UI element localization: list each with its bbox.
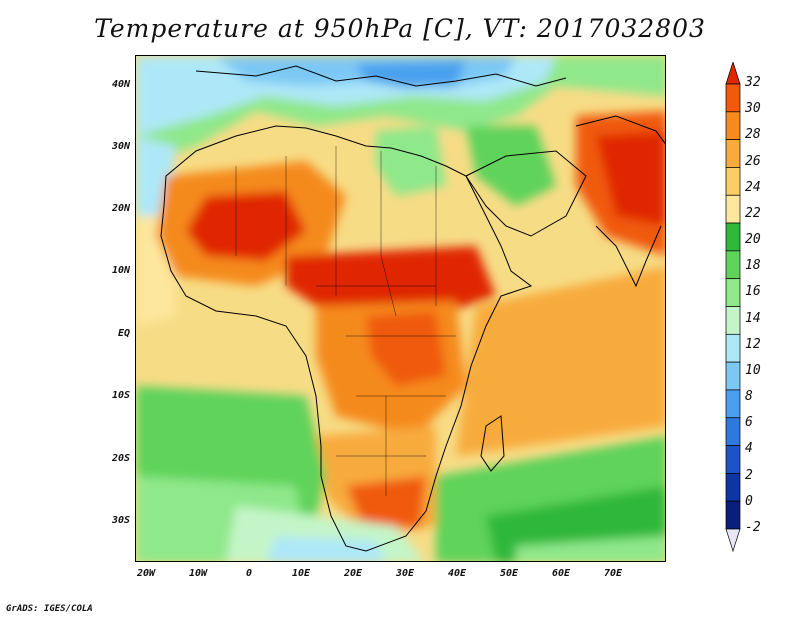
colorbar-swatch (725, 222, 741, 252)
colorbar-label: -2 (745, 520, 761, 535)
colorbar-label: 2 (745, 467, 753, 483)
lat-label-10n: 10N (111, 265, 130, 276)
colorbar-swatch (725, 361, 741, 391)
colorbar-swatch (725, 445, 741, 474)
colorbar-swatch (725, 473, 741, 502)
colorbar-swatch (725, 83, 741, 113)
lon-label-30e: 30E (395, 568, 415, 579)
map-title: Temperature at 950hPa [C], VT: 201703280… (94, 14, 706, 43)
colorbar (725, 60, 741, 566)
colorbar-swatch (725, 500, 741, 530)
lon-label-10w: 10W (188, 568, 208, 579)
colorbar-swatch (725, 278, 741, 307)
colorbar-label: 18 (745, 258, 761, 274)
colorbar-label: 32 (745, 75, 761, 90)
colorbar-bottom-arrow (725, 528, 741, 553)
lat-label-30n: 30N (111, 141, 130, 152)
lat-label-eq: EQ (117, 328, 130, 339)
colorbar-swatch (725, 167, 741, 196)
lon-label-20e: 20E (343, 568, 363, 579)
lat-label-10s: 10S (111, 390, 130, 401)
lon-label-20w: 20W (136, 568, 156, 579)
colorbar-label: 28 (745, 127, 761, 143)
colorbar-swatch (725, 111, 741, 140)
country-borders (235, 146, 456, 496)
colorbar-swatch (725, 250, 741, 280)
colorbar-swatch (725, 389, 741, 419)
colorbar-label: 4 (745, 441, 753, 457)
colorbar-label: 20 (745, 232, 761, 248)
lat-label-20s: 20S (111, 453, 130, 464)
lat-label-30s: 30S (111, 515, 130, 526)
colorbar-label: 14 (745, 310, 761, 326)
temperature-map (135, 55, 666, 562)
colorbar-label: 24 (745, 179, 761, 195)
colorbar-swatch (725, 139, 741, 168)
coastlines (160, 65, 665, 552)
colorbar-label: 6 (745, 415, 753, 431)
colorbar-swatch (725, 417, 741, 446)
lon-label-0: 0 (245, 568, 253, 579)
lat-label-40n: 40N (111, 79, 130, 90)
colorbar-label: 22 (745, 205, 761, 221)
colorbar-label: 26 (745, 153, 761, 169)
lon-label-10e: 10E (291, 568, 311, 579)
colorbar-swatch (725, 306, 741, 335)
colorbar-label: 16 (745, 284, 761, 300)
colorbar-label: 12 (745, 336, 761, 352)
lat-label-20n: 20N (111, 203, 130, 214)
credit-text: GrADS: IGES/COLA (6, 604, 93, 614)
colorbar-label: 10 (745, 362, 761, 378)
lon-label-60e: 60E (551, 568, 571, 579)
lon-label-50e: 50E (499, 568, 519, 579)
colorbar-label: 30 (745, 101, 761, 117)
temperature-field (136, 56, 665, 561)
colorbar-top-arrow (725, 60, 741, 85)
colorbar-label: 8 (745, 389, 753, 405)
lon-label-40e: 40E (447, 568, 467, 579)
colorbar-label: 0 (745, 493, 753, 509)
colorbar-swatch (725, 194, 741, 224)
lon-label-70e: 70E (603, 568, 623, 579)
colorbar-swatches (725, 60, 741, 553)
colorbar-swatch (725, 333, 741, 363)
